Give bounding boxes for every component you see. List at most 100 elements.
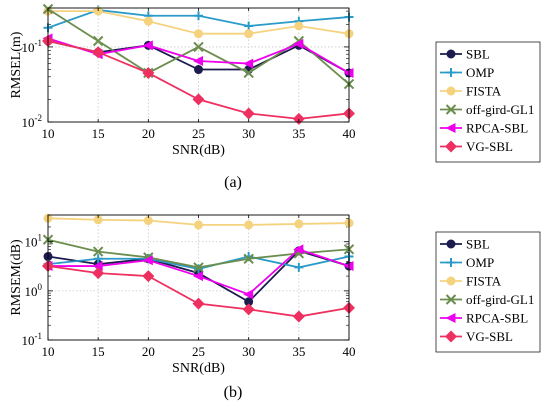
- legend-marker: [445, 123, 456, 133]
- panel-label: (b): [224, 384, 243, 401]
- chart-panel-b: 10 15 20 25 30 35 4010-1100101SNR(dB)RMSEM(dB)…: [9, 213, 541, 401]
- series-rpca-sbl: [42, 244, 354, 300]
- y-tick-base: 10: [22, 40, 35, 55]
- legend-marker: [446, 276, 456, 286]
- x-tick-label: 40: [343, 126, 356, 141]
- y-tick-exponent: 0: [38, 282, 43, 292]
- legend-label: SBL: [466, 47, 490, 62]
- x-tick-label: 10: [42, 344, 55, 359]
- y-tick-label: 10-1: [22, 331, 43, 348]
- data-point: [192, 93, 205, 106]
- x-tick-label: 15: [92, 126, 105, 141]
- data-point: [92, 246, 104, 257]
- x-axis-label: SNR(dB): [172, 143, 225, 158]
- legend-item-off-gird-gl1: off-gird-GL1: [440, 292, 534, 307]
- legend-marker: [445, 104, 457, 115]
- data-point: [292, 310, 305, 323]
- legend-item-fista: FISTA: [440, 274, 502, 289]
- data-point: [92, 46, 105, 59]
- data-point: [243, 289, 254, 300]
- legend: SBL OMP FISTA off-gird-GL1 RPCA-SBL VG-SBL: [435, 41, 541, 163]
- legend-item-rpca-sbl: RPCA-SBL: [440, 311, 528, 326]
- data-point: [142, 255, 153, 266]
- legend-marker: [445, 313, 456, 323]
- legend-marker: [446, 239, 456, 249]
- chart-panel-a: 10 15 20 25 30 35 40 10 -2 10-1 SNR(dB) RMSEL(m) (a)…: [9, 3, 541, 191]
- data-point: [92, 261, 103, 272]
- data-point: [143, 16, 153, 26]
- data-point: [243, 67, 254, 79]
- legend-marker: [446, 68, 456, 77]
- series-vg-sbl: [42, 260, 355, 323]
- data-point: [193, 271, 203, 282]
- data-point: [194, 65, 203, 75]
- x-tick-label: 30: [242, 344, 255, 359]
- x-tick-label: 20: [142, 344, 155, 359]
- y-tick-exponent: -2: [35, 113, 43, 123]
- data-point: [194, 220, 203, 230]
- data-point: [244, 220, 254, 230]
- legend-label: RPCA-SBL: [466, 311, 528, 326]
- legend-label: FISTA: [466, 84, 502, 99]
- data-point: [242, 303, 255, 316]
- x-tick-label: 25: [192, 126, 205, 141]
- series-vg-sbl: [42, 34, 355, 125]
- x-tick-label: 20: [142, 126, 155, 141]
- legend-item-sbl: SBL: [440, 47, 490, 62]
- legend-marker: [445, 294, 457, 305]
- legend-marker: [445, 330, 457, 343]
- legend-label: VG-SBL: [466, 329, 513, 344]
- y-tick-exponent: 1: [38, 233, 43, 243]
- data-point: [92, 35, 104, 47]
- x-tick-label: 40: [343, 344, 356, 359]
- data-point: [343, 67, 354, 78]
- series-fista: [43, 213, 354, 230]
- y-tick-base: 10: [25, 284, 38, 299]
- data-point: [194, 29, 203, 39]
- legend-label: OMP: [466, 65, 494, 80]
- legend-item-vg-sbl: VG-SBL: [440, 329, 513, 344]
- x-tick-label: 25: [192, 344, 205, 359]
- x-tick-label: 35: [292, 126, 305, 141]
- legend-item-off-gird-gl1: off-gird-GL1: [440, 102, 534, 117]
- data-point: [142, 40, 153, 51]
- y-tick-base: 10: [22, 333, 35, 348]
- x-tick-label: 35: [292, 344, 305, 359]
- data-point: [193, 55, 203, 66]
- data-point: [243, 58, 254, 69]
- data-point: [244, 21, 254, 31]
- y-tick-exponent: -1: [35, 38, 43, 48]
- legend-box: [435, 41, 541, 163]
- legend-label: SBL: [466, 237, 490, 252]
- data-point: [193, 262, 204, 273]
- data-point: [293, 38, 304, 49]
- data-point: [293, 244, 304, 255]
- legend-box: [435, 231, 541, 353]
- x-tick-label: 10: [42, 126, 55, 141]
- data-point: [343, 261, 354, 272]
- legend-label: off-gird-GL1: [466, 292, 534, 307]
- panel-label: (a): [224, 174, 242, 191]
- data-point: [93, 6, 103, 16]
- legend-item-sbl: SBL: [440, 237, 490, 252]
- data-point: [142, 270, 155, 283]
- data-point: [142, 66, 155, 79]
- data-point: [244, 29, 254, 39]
- legend: SBL OMP FISTA off-gird-GL1 RPCA-SBL VG-SBL: [435, 231, 541, 353]
- y-tick-base: 10: [25, 235, 38, 250]
- y-tick-label: 100: [25, 282, 43, 299]
- legend-item-vg-sbl: VG-SBL: [440, 139, 513, 154]
- y-axis-label: RMSEL(m): [9, 31, 24, 98]
- y-tick-label: 10-1: [22, 38, 43, 55]
- data-point: [294, 262, 304, 272]
- legend-marker: [446, 86, 456, 96]
- legend-item-omp: OMP: [440, 255, 494, 270]
- legend-label: OMP: [466, 255, 494, 270]
- x-axis-label: SNR(dB): [172, 361, 225, 376]
- data-point: [294, 21, 304, 31]
- x-tick-label: 30: [242, 126, 255, 141]
- data-point: [194, 11, 203, 21]
- y-tick-label: 101: [25, 233, 43, 250]
- data-point: [294, 219, 304, 229]
